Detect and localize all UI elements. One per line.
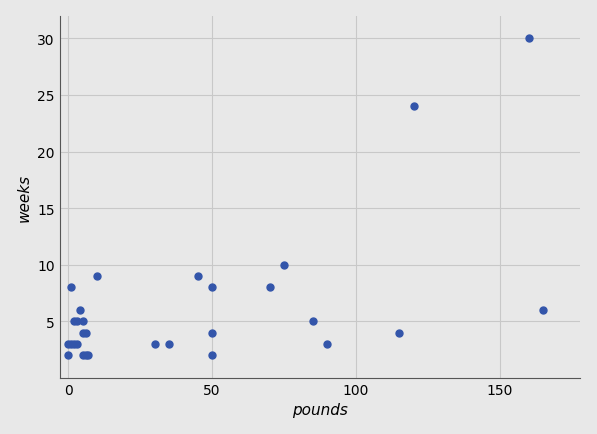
Point	[193, 273, 202, 280]
Point	[81, 352, 90, 359]
Point	[78, 329, 88, 336]
Point	[72, 341, 82, 348]
Point	[164, 341, 174, 348]
Point	[409, 104, 418, 111]
Point	[69, 341, 79, 348]
Point	[279, 262, 289, 269]
Point	[207, 329, 217, 336]
Point	[63, 341, 73, 348]
Point	[93, 273, 102, 280]
Point	[265, 284, 275, 291]
Point	[207, 352, 217, 359]
Y-axis label: weeks: weeks	[17, 173, 32, 221]
Point	[69, 318, 79, 325]
Point	[75, 307, 85, 314]
Point	[524, 36, 533, 43]
Point	[78, 318, 88, 325]
Point	[538, 307, 547, 314]
X-axis label: pounds: pounds	[292, 402, 348, 418]
Point	[322, 341, 332, 348]
Point	[84, 352, 93, 359]
Point	[78, 352, 88, 359]
Point	[66, 284, 76, 291]
Point	[308, 318, 318, 325]
Point	[207, 284, 217, 291]
Point	[81, 329, 90, 336]
Point	[63, 352, 73, 359]
Point	[66, 341, 76, 348]
Point	[395, 329, 404, 336]
Point	[72, 318, 82, 325]
Point	[150, 341, 159, 348]
